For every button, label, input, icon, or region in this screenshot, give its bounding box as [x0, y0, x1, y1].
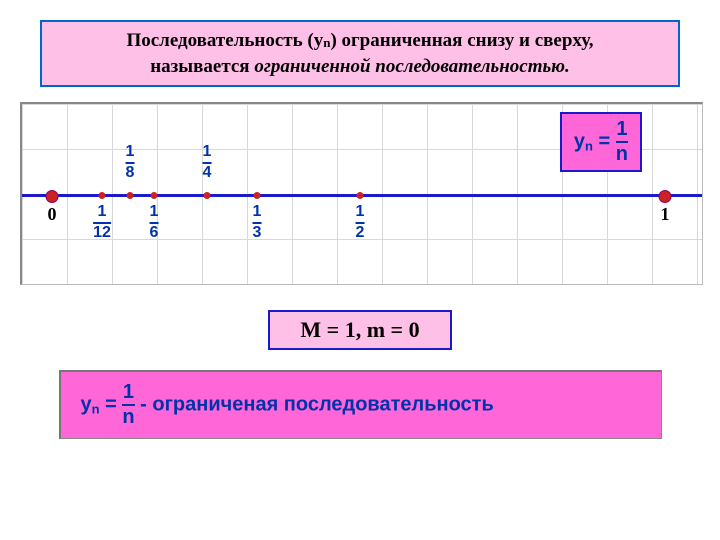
- formula-num: 1: [616, 119, 628, 140]
- formula-den: n: [616, 144, 628, 165]
- formula-box: yn = 1n: [560, 112, 642, 172]
- frac-num: 1: [150, 204, 159, 221]
- formula-eq: =: [593, 131, 616, 153]
- conclusion-eq: =: [100, 394, 123, 416]
- frac-num: 1: [203, 144, 212, 161]
- title-line1: Последовательность (yn) ограниченная сни…: [126, 30, 593, 51]
- formula-sub: n: [585, 139, 593, 154]
- point: [127, 192, 134, 199]
- label-1-8: 18: [126, 144, 135, 182]
- bounds-text: M = 1, m = 0: [300, 317, 419, 342]
- frac-num: 1: [356, 204, 365, 221]
- conclusion-text: - ограниченая последовательность: [140, 394, 494, 416]
- point: [357, 192, 364, 199]
- label-1-2: 12: [356, 204, 365, 242]
- frac-num: 1: [253, 204, 262, 221]
- frac-den: 2: [356, 225, 365, 242]
- point: [99, 192, 106, 199]
- bounds-box: M = 1, m = 0: [268, 310, 451, 350]
- point: [151, 192, 158, 199]
- conclusion-lhs: y: [81, 394, 92, 416]
- label-0: 0: [48, 204, 57, 225]
- conclusion-num: 1: [122, 382, 134, 403]
- frac-den: 8: [126, 165, 135, 182]
- frac-den: 12: [93, 225, 111, 242]
- label-1: 1: [661, 204, 670, 225]
- point: [254, 192, 261, 199]
- frac-num: 1: [126, 144, 135, 161]
- label-1-3: 13: [253, 204, 262, 242]
- number-line-diagram: 0 1 18 14 112 16 13 12 yn = 1n: [20, 102, 703, 285]
- title-pre: Последовательность (: [126, 30, 313, 51]
- conclusion-box: yn = 1n - ограниченая последовательность: [59, 370, 662, 439]
- title-var: y: [314, 30, 324, 51]
- frac-num: 1: [93, 204, 111, 221]
- label-1-12: 112: [93, 204, 111, 242]
- label-1-4: 14: [203, 144, 212, 182]
- title-box: Последовательность (yn) ограниченная сни…: [40, 20, 680, 87]
- frac-den: 3: [253, 225, 262, 242]
- label-1-6: 16: [150, 204, 159, 242]
- title-line2a: называется: [150, 56, 254, 77]
- point-1: [659, 190, 672, 203]
- point-0: [46, 190, 59, 203]
- point: [204, 192, 211, 199]
- conclusion-sub: n: [92, 402, 100, 417]
- frac-den: 6: [150, 225, 159, 242]
- conclusion-den: n: [122, 407, 134, 428]
- title-post: ) ограниченная снизу и сверху,: [330, 30, 593, 51]
- frac-den: 4: [203, 165, 212, 182]
- title-line2b: ограниченной последовательностью.: [254, 56, 569, 77]
- formula-lhs: y: [574, 131, 585, 153]
